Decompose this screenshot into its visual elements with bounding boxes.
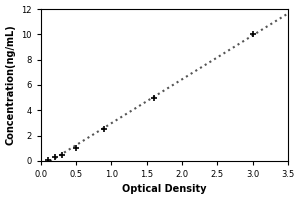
X-axis label: Optical Density: Optical Density xyxy=(122,184,206,194)
Y-axis label: Concentration(ng/mL): Concentration(ng/mL) xyxy=(6,25,16,145)
